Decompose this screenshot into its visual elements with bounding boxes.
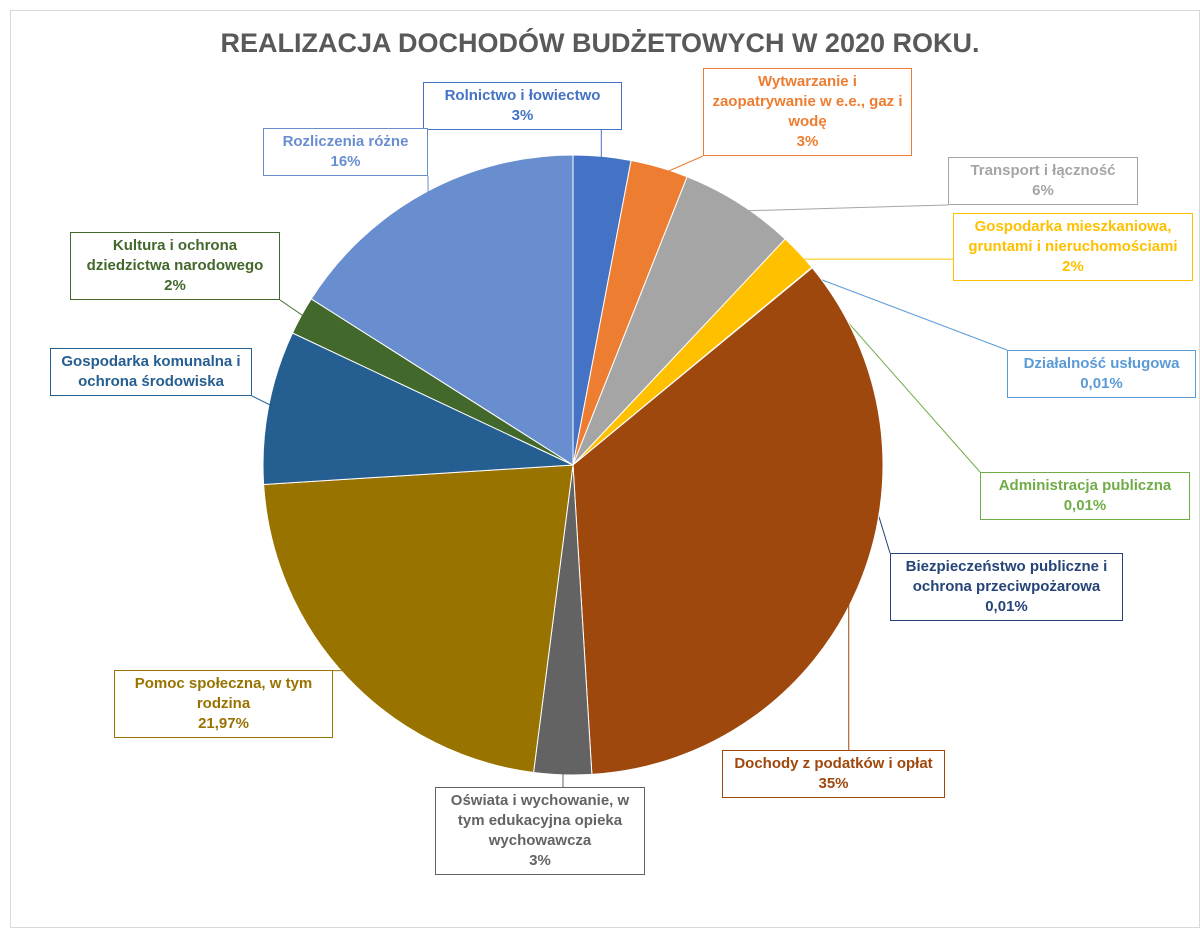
pie-slice [310,154,574,466]
leader-line [734,204,949,212]
label-value: 3% [511,107,534,124]
data-label: Rozliczenia różne 16% [263,128,428,176]
label-name: Administracja publiczna [998,477,1172,494]
label-value: 21,97% [198,715,249,732]
label-value: 0,01% [985,598,1028,615]
data-label: Wytwarzanie i zaopatrywanie w e.e., gaz … [703,68,912,156]
label-name: Działalność usługowa [1023,355,1180,372]
data-label: Biezpieczeństwo publiczne i ochrona prze… [890,553,1123,621]
label-value: 2% [1062,258,1084,275]
data-label: Kultura i ochrona dziedzictwa narodowego… [70,232,280,300]
label-value: 35% [818,775,849,792]
leader-line [804,272,1008,351]
pie-slice [262,332,574,485]
pie-slice [263,464,574,774]
data-label: Oświata i wychowanie, w tym edukacyjna o… [435,787,645,875]
data-label: Pomoc społeczna, w tym rodzina 21,97% [114,670,333,738]
label-value: 3% [529,852,551,869]
data-label: Transport i łączność 6% [948,157,1138,205]
label-value: 3% [796,133,819,150]
leader-line [656,155,704,177]
leader-line [251,395,278,410]
label-name: Rozliczenia różne [282,133,409,150]
label-name: Biezpieczeństwo publiczne i ochrona prze… [905,558,1108,595]
label-name: Kultura i ochrona dziedzictwa narodowego [86,237,264,274]
data-label: Dochody z podatków i opłat 35% [722,750,945,798]
label-name: Wytwarzanie i zaopatrywanie w e.e., gaz … [712,73,903,130]
data-label: Działalność usługowa 0,01% [1007,350,1196,398]
label-value: 16% [330,153,361,170]
label-name: Oświata i wychowanie, w tym edukacyjna o… [450,792,630,849]
data-label: Rolnictwo i łowiectwo 3% [423,82,622,130]
label-name: Rolnictwo i łowiectwo [444,87,601,104]
label-name: Dochody z podatków i opłat [734,755,933,772]
label-value: 6% [1032,182,1054,199]
label-value: 2% [164,277,186,294]
label-name: Pomoc społeczna, w tym rodzina [134,675,313,712]
data-label: Gospodarka mieszkaniowa, gruntami i nier… [953,213,1193,281]
data-label: Gospodarka komunalna i ochrona środowisk… [50,348,252,396]
chart-title: REALIZACJA DOCHODÓW BUDŻETOWYCH W 2020 R… [220,28,980,58]
label-name: Gospodarka mieszkaniowa, gruntami i nier… [968,218,1178,255]
label-value: 0,01% [1080,375,1123,392]
label-name: Transport i łączność [970,162,1116,179]
pie-slice [572,267,884,775]
data-label: Administracja publiczna 0,01% [980,472,1190,520]
leader-line [279,299,310,321]
label-name: Gospodarka komunalna i ochrona środowisk… [61,353,241,390]
label-value: 0,01% [1063,497,1107,514]
